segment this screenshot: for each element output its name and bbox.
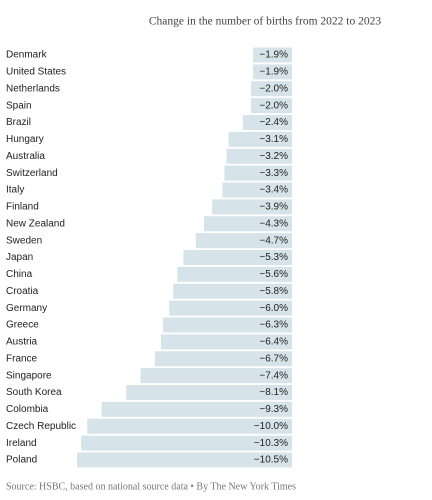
- value-label: −2.4%: [259, 117, 288, 128]
- bar: [253, 64, 292, 80]
- bar: [169, 300, 292, 316]
- value-label: −6.3%: [259, 320, 288, 331]
- value-label: −4.7%: [259, 235, 288, 246]
- value-label: −10.0%: [254, 421, 288, 432]
- category-label: Austria: [6, 337, 38, 348]
- value-label: −5.3%: [259, 252, 288, 263]
- category-label: Poland: [6, 455, 37, 466]
- category-label: Germany: [6, 303, 47, 314]
- value-label: −2.0%: [259, 100, 288, 111]
- value-label: −2.0%: [259, 83, 288, 94]
- category-label: Czech Republic: [6, 421, 76, 432]
- value-label: −6.0%: [259, 303, 288, 314]
- bar: [163, 317, 292, 333]
- value-label: −3.9%: [259, 202, 288, 213]
- value-label: −10.5%: [254, 455, 288, 466]
- bar: [251, 98, 292, 114]
- bar: [173, 283, 292, 299]
- category-label: Hungary: [6, 134, 44, 145]
- bar: [77, 452, 292, 468]
- category-label: United States: [6, 67, 66, 78]
- bar: [154, 351, 292, 367]
- bar: [81, 435, 292, 451]
- value-label: −3.4%: [259, 185, 288, 196]
- value-label: −7.4%: [259, 370, 288, 381]
- category-label: Colombia: [6, 404, 49, 415]
- bar: [195, 233, 292, 249]
- category-label: Sweden: [6, 235, 42, 246]
- category-label: Spain: [6, 100, 32, 111]
- value-label: −5.8%: [259, 286, 288, 297]
- value-label: −3.3%: [259, 168, 288, 179]
- bar: [251, 81, 292, 97]
- category-label: Italy: [6, 185, 24, 196]
- category-label: China: [6, 269, 33, 280]
- value-label: −6.7%: [259, 353, 288, 364]
- category-label: Ireland: [6, 438, 37, 449]
- bar: [126, 385, 293, 400]
- bar: [224, 165, 292, 181]
- category-label: Brazil: [6, 117, 31, 128]
- bar: [228, 131, 292, 147]
- bar: [212, 199, 292, 215]
- category-label: Netherlands: [6, 83, 60, 94]
- bar: [242, 115, 292, 130]
- value-label: −3.2%: [259, 151, 288, 162]
- bar: [140, 368, 292, 384]
- bar: [226, 148, 292, 164]
- bar: [87, 418, 292, 434]
- value-label: −5.6%: [259, 269, 288, 280]
- value-label: −4.3%: [259, 218, 288, 229]
- bar: [222, 182, 292, 198]
- bar: [177, 266, 292, 282]
- category-label: New Zealand: [6, 218, 65, 229]
- value-label: −6.4%: [259, 337, 288, 348]
- value-label: −1.9%: [259, 67, 288, 78]
- category-label: France: [6, 353, 38, 364]
- category-label: Switzerland: [6, 168, 58, 179]
- bar: [183, 250, 292, 265]
- bar: [160, 334, 292, 350]
- value-label: −9.3%: [259, 404, 288, 415]
- chart-title: Change in the number of births from 2022…: [149, 16, 381, 28]
- category-label: Croatia: [6, 286, 39, 297]
- category-label: South Korea: [6, 387, 62, 398]
- category-label: Finland: [6, 202, 39, 213]
- category-label: Greece: [6, 320, 39, 331]
- value-label: −3.1%: [259, 134, 288, 145]
- category-label: Singapore: [6, 370, 52, 381]
- value-label: −8.1%: [259, 387, 288, 398]
- source-note: Source: HSBC, based on national source d…: [6, 481, 296, 492]
- value-label: −1.9%: [259, 50, 288, 61]
- bar: [253, 47, 292, 63]
- value-label: −10.3%: [254, 438, 288, 449]
- category-label: Australia: [6, 151, 45, 162]
- category-label: Denmark: [6, 50, 48, 61]
- bar: [203, 216, 292, 232]
- category-label: Japan: [6, 252, 33, 263]
- bar: [101, 401, 292, 417]
